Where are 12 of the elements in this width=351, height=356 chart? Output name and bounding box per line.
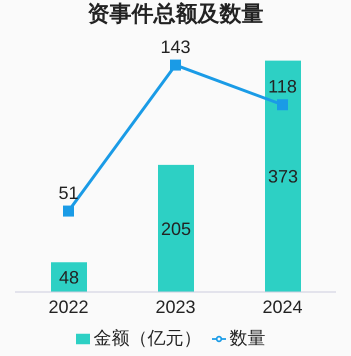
data-label: 48 xyxy=(58,268,80,288)
data-label: 118 xyxy=(268,76,297,97)
chart-title: 资事件总额及数量 xyxy=(86,0,264,28)
data-label: 373 xyxy=(268,166,298,187)
legend-label: 数量 xyxy=(230,328,266,348)
data-label: 51 xyxy=(58,183,79,204)
data-label: 205 xyxy=(160,218,192,239)
x-tick-label: 2023 xyxy=(155,296,196,317)
data-label: 143 xyxy=(160,37,191,58)
x-tick-label: 2024 xyxy=(262,296,303,317)
legend-label: 金额（亿元） xyxy=(94,328,202,348)
x-tick-label: 2022 xyxy=(48,296,89,317)
